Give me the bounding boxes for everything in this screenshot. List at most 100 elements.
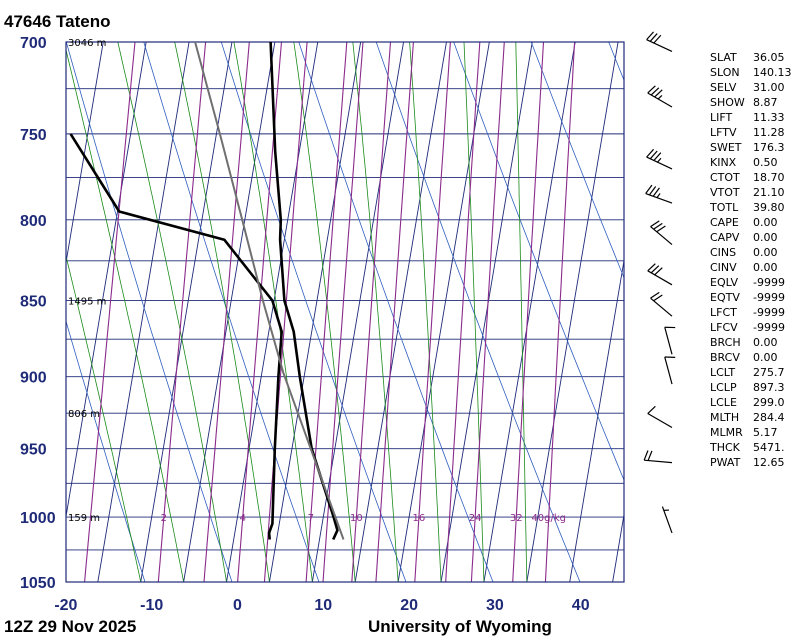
- pressure-tick-label: 950: [20, 442, 47, 459]
- index-row: CINV 0.00: [710, 260, 798, 275]
- index-name: SWET: [710, 141, 742, 154]
- index-name: EQLV: [710, 276, 739, 289]
- pressure-tick-label: 1000: [20, 510, 56, 527]
- index-row: PWAT 12.65: [710, 455, 798, 470]
- index-row: MLTH 284.4: [710, 410, 798, 425]
- moist-adiabat: [117, 42, 227, 582]
- index-value: 5.17: [753, 426, 778, 439]
- index-value: 140.13: [753, 66, 792, 79]
- isotherm-line: [97, 42, 190, 582]
- dry-adiabat: [375, 42, 581, 582]
- index-name: BRCV: [710, 351, 740, 364]
- mixing-ratio-line: [351, 42, 392, 582]
- index-name: MLTH: [710, 411, 740, 424]
- index-name: LFCV: [710, 321, 738, 334]
- mixing-ratio-line: [84, 42, 136, 582]
- index-row: LFCT -9999: [710, 305, 798, 320]
- mixing-ratio-line: [263, 42, 308, 582]
- station-title: 47646 Tateno: [4, 12, 111, 31]
- wind-barb: [650, 291, 673, 317]
- isotherm-line: [483, 42, 576, 582]
- index-value: 11.28: [753, 126, 785, 139]
- index-name: LIFT: [710, 111, 733, 124]
- isotherm-line: [268, 42, 362, 582]
- index-name: SHOW: [710, 96, 745, 109]
- pressure-tick-label: 850: [20, 294, 47, 311]
- isotherm-line: [440, 42, 533, 582]
- mixing-ratio-label: 2: [161, 513, 167, 524]
- wind-barb: [664, 326, 676, 355]
- index-name: CINS: [710, 246, 737, 259]
- moist-adiabat: [352, 42, 399, 582]
- wind-barb: [643, 450, 673, 464]
- index-row: LFTV 11.28: [710, 125, 798, 140]
- isotherm-line: [612, 511, 624, 582]
- temperature-tick-label: -20: [54, 597, 77, 614]
- index-value: 897.3: [753, 381, 785, 394]
- dry-adiabat: [530, 42, 624, 279]
- moist-adiabat: [463, 42, 485, 582]
- index-name: CINV: [710, 261, 737, 274]
- isotherm-line: [226, 42, 319, 582]
- isotherm-line: [140, 42, 233, 582]
- moist-adiabat: [233, 42, 313, 582]
- index-value: 0.00: [753, 351, 778, 364]
- isobar-grid: [66, 88, 624, 551]
- stability-indices: SLAT 36.05 SLON 140.13 SELV 31.00 SHOW 8.87 LIFT…: [710, 50, 798, 470]
- isotherm-grid: [66, 42, 624, 582]
- index-row: LCLE 299.0: [710, 395, 798, 410]
- index-row: LFCV -9999: [710, 320, 798, 335]
- index-value: 31.00: [753, 81, 785, 94]
- index-name: EQTV: [710, 291, 740, 304]
- dry-adiabat: [66, 42, 233, 582]
- moist-adiabat: [66, 254, 142, 582]
- mixing-ratio-label: 16: [413, 513, 426, 524]
- data-source: University of Wyoming: [368, 617, 552, 636]
- moist-adiabat: [293, 42, 356, 582]
- index-value: 5471.: [753, 441, 785, 454]
- index-name: LFTV: [710, 126, 737, 139]
- mixing-ratio-line: [203, 42, 250, 582]
- index-value: 0.00: [753, 336, 778, 349]
- index-name: SELV: [710, 81, 737, 94]
- index-row: MLMR 5.17: [710, 425, 798, 440]
- index-row: CINS 0.00: [710, 245, 798, 260]
- temperature-tick-label: 10: [314, 597, 332, 614]
- index-value: -9999: [753, 321, 785, 334]
- mixing-ratio-label: 4: [240, 513, 246, 524]
- index-value: 284.4: [753, 411, 785, 424]
- isotherm-line: [66, 42, 147, 520]
- index-value: 176.3: [753, 141, 785, 154]
- wind-barb: [650, 220, 673, 246]
- mixing-ratio-line: [445, 42, 481, 582]
- wind-barb: [664, 356, 676, 385]
- moist-adiabat: [409, 42, 442, 582]
- sounding-profiles: [69, 42, 345, 541]
- index-value: 36.05: [753, 51, 785, 64]
- temperature-tick-label: 0: [233, 597, 242, 614]
- index-value: 0.00: [753, 261, 778, 274]
- plot-frame: [65, 41, 625, 583]
- wind-barb: [647, 263, 673, 286]
- dry-adiabat: [298, 42, 494, 582]
- index-value: 11.33: [753, 111, 785, 124]
- height-label: 1495 m: [68, 297, 106, 308]
- index-row: SELV 31.00: [710, 80, 798, 95]
- index-value: 8.87: [753, 96, 778, 109]
- wind-barb: [647, 405, 673, 429]
- index-name: LCLE: [710, 396, 737, 409]
- height-label: 159 m: [68, 513, 100, 524]
- index-name: CTOT: [710, 171, 740, 184]
- moist-adiabat: [174, 42, 270, 582]
- index-name: TOTL: [710, 201, 739, 214]
- temperature-tick-label: 40: [572, 597, 590, 614]
- index-name: CAPE: [710, 216, 739, 229]
- pressure-tick-label: 900: [20, 370, 47, 387]
- index-row: SWET 176.3: [710, 140, 798, 155]
- temperature-profile: [269, 42, 339, 541]
- index-name: LFCT: [710, 306, 737, 319]
- index-value: -9999: [753, 291, 785, 304]
- index-name: MLMR: [710, 426, 743, 439]
- dewpoint-profile: [69, 133, 284, 540]
